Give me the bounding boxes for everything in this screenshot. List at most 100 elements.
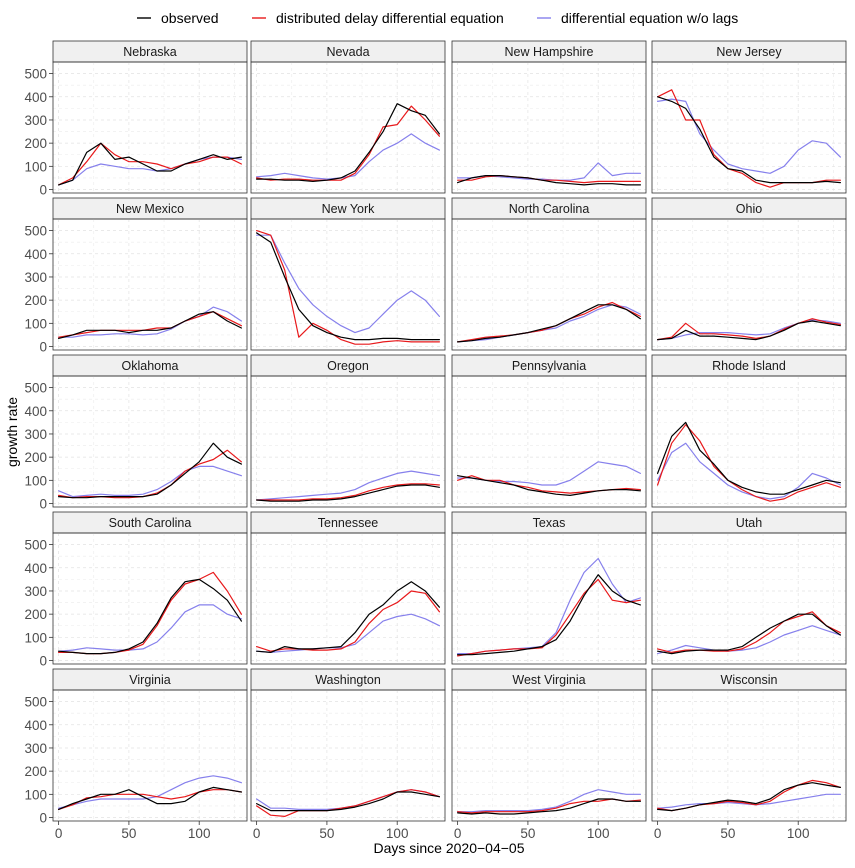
panel-tennessee: Tennessee	[250, 511, 446, 665]
series-line-nolag	[57, 604, 242, 652]
x-axis-title: Days since 2020−04−05	[374, 840, 525, 856]
y-tick-label: 0	[39, 340, 47, 355]
panel-border	[250, 218, 446, 351]
facet-label: Texas	[533, 516, 566, 530]
panel-border	[52, 61, 248, 194]
panel-border	[250, 375, 446, 508]
series-group	[256, 789, 440, 818]
series-group	[256, 103, 440, 182]
x-tick-label: 100	[787, 826, 810, 841]
y-tick-label: 500	[24, 538, 47, 553]
panel-new-york: New York	[250, 197, 446, 351]
facet-label: Nebraska	[123, 45, 177, 59]
facet-label: Nevada	[326, 45, 369, 59]
series-group	[256, 470, 440, 502]
series-line-nolag	[57, 465, 242, 498]
y-tick-label: 0	[39, 497, 47, 512]
series-line-nolag	[457, 789, 642, 813]
y-tick-label: 300	[24, 741, 47, 756]
panel-border	[651, 375, 847, 508]
x-tick-label: 0	[55, 826, 63, 841]
y-tick-label: 100	[24, 473, 47, 488]
panel-border	[451, 689, 647, 822]
legend-label-observed: observed	[161, 10, 219, 26]
series-line-nolag	[57, 306, 242, 338]
series-group	[457, 461, 642, 496]
x-tick-label: 50	[121, 826, 136, 841]
series-line-observed	[57, 311, 242, 339]
series-line-observed	[256, 791, 440, 812]
series-line-observed	[457, 475, 642, 496]
facet-label: Washington	[315, 673, 381, 687]
facet-label: Rhode Island	[712, 359, 786, 373]
series-line-dde	[457, 578, 642, 657]
series-group	[256, 230, 440, 345]
y-axis-title: growth rate	[4, 397, 20, 467]
series-group	[656, 318, 842, 341]
panel-virginia: Virginia 0 100 200 300 400 500 0 50 100	[24, 668, 248, 841]
panel-border	[451, 375, 647, 508]
series-line-dde	[57, 142, 242, 186]
facet-label: New Mexico	[116, 202, 184, 216]
series-group	[656, 611, 842, 655]
y-tick-label: 100	[24, 316, 47, 331]
series-group	[457, 557, 642, 657]
series-line-observed	[256, 103, 440, 182]
series-line-nolag	[256, 234, 440, 334]
y-tick-label: 500	[24, 67, 47, 82]
series-line-nolag	[457, 304, 642, 343]
panel-border	[651, 532, 847, 665]
series-group	[656, 89, 842, 188]
facet-label: Ohio	[736, 202, 762, 216]
panel-new-mexico: New Mexico 0 100 200 300 400 500	[24, 197, 248, 355]
panel-border	[651, 689, 847, 822]
y-tick-label: 0	[39, 811, 47, 826]
panel-border	[52, 689, 248, 822]
series-group	[57, 142, 242, 186]
y-tick-label: 300	[24, 113, 47, 128]
facet-label: New Jersey	[716, 45, 782, 59]
series-line-observed	[457, 304, 642, 343]
series-group	[457, 789, 642, 815]
series-group	[57, 775, 242, 811]
y-tick-label: 400	[24, 404, 47, 419]
series-line-nolag	[656, 625, 842, 655]
series-line-dde	[256, 590, 440, 652]
y-tick-label: 400	[24, 561, 47, 576]
panel-border	[651, 218, 847, 351]
series-group	[656, 779, 842, 812]
series-line-observed	[256, 581, 440, 654]
y-tick-label: 100	[24, 630, 47, 645]
facet-label: Oregon	[327, 359, 369, 373]
x-tick-label: 50	[319, 826, 334, 841]
panel-nebraska: Nebraska 0 100 200 300 400 500	[24, 40, 248, 198]
facet-label: New York	[322, 202, 376, 216]
y-tick-label: 100	[24, 159, 47, 174]
legend: observed distributed delay differential …	[137, 10, 738, 26]
panel-new-hampshire: New Hampshire	[451, 40, 647, 194]
series-line-nolag	[656, 319, 842, 341]
y-tick-label: 500	[24, 381, 47, 396]
series-line-observed	[656, 613, 842, 655]
x-tick-label: 50	[520, 826, 535, 841]
x-tick-label: 0	[654, 826, 662, 841]
series-line-nolag	[256, 470, 440, 501]
x-tick-label: 100	[188, 826, 211, 841]
y-tick-label: 300	[24, 584, 47, 599]
y-tick-label: 400	[24, 718, 47, 733]
panel-oregon: Oregon	[250, 354, 446, 508]
panel-border	[52, 532, 248, 665]
y-tick-label: 100	[24, 787, 47, 802]
y-tick-label: 500	[24, 695, 47, 710]
y-tick-label: 400	[24, 247, 47, 262]
facet-label: Utah	[736, 516, 762, 530]
series-line-observed	[656, 96, 842, 184]
series-line-dde	[656, 611, 842, 654]
series-line-dde	[256, 483, 440, 501]
series-group	[457, 162, 642, 186]
facet-label: Virginia	[129, 673, 171, 687]
panel-rhode-island: Rhode Island	[651, 354, 847, 508]
series-line-observed	[656, 320, 842, 341]
